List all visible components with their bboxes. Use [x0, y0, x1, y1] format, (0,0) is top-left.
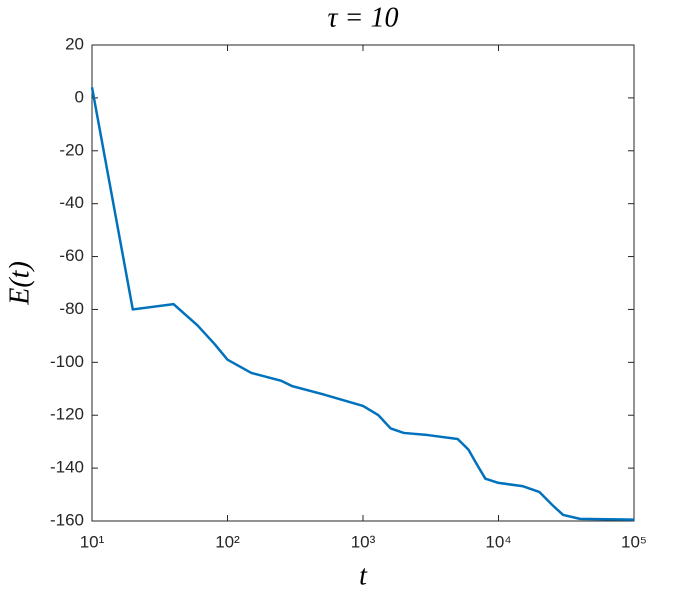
y-tick-label: -80 — [59, 299, 84, 318]
y-tick-label: -20 — [59, 140, 84, 159]
y-tick-label: -60 — [59, 246, 84, 265]
x-axis-label: t — [359, 560, 368, 591]
y-tick-label: -160 — [50, 510, 84, 529]
x-tick-label: 10⁵ — [621, 532, 647, 551]
x-tick-label: 10¹ — [80, 532, 105, 551]
y-tick-label: -40 — [59, 193, 84, 212]
x-tick-label: 10³ — [351, 532, 376, 551]
data-line — [90, 87, 635, 521]
y-tick-label: 0 — [75, 87, 84, 106]
y-tick-label: -100 — [50, 352, 84, 371]
plot-frame — [91, 44, 635, 522]
y-tick-label: -120 — [50, 405, 84, 424]
y-axis-label: E(t) — [4, 261, 35, 306]
chart-title: τ = 10 — [328, 2, 399, 33]
y-tick-label: -140 — [50, 458, 84, 477]
y-tick-label: 20 — [65, 34, 84, 53]
x-tick-label: 10⁴ — [485, 532, 511, 551]
x-tick-label: 10² — [215, 532, 240, 551]
